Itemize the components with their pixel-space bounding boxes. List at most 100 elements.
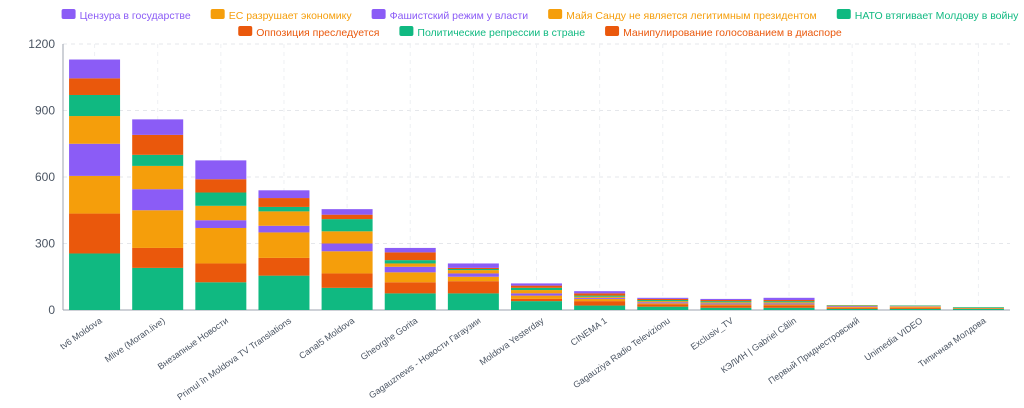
bar-segment[interactable] xyxy=(69,176,120,214)
bar-segment[interactable] xyxy=(637,298,688,299)
bar-segment[interactable] xyxy=(322,251,373,273)
bar-segment[interactable] xyxy=(953,307,1004,308)
bar-segment[interactable] xyxy=(827,306,878,307)
bar-segment[interactable] xyxy=(511,296,562,299)
bar-segment[interactable] xyxy=(132,248,183,268)
bar-segment[interactable] xyxy=(69,78,120,95)
bar-segment[interactable] xyxy=(69,95,120,116)
bar-segment[interactable] xyxy=(195,179,246,192)
bar-segment[interactable] xyxy=(132,135,183,155)
bar-segment[interactable] xyxy=(322,231,373,243)
bar-segment[interactable] xyxy=(637,304,688,306)
bar-segment[interactable] xyxy=(700,299,751,300)
bar-segment[interactable] xyxy=(258,207,309,211)
bar-segment[interactable] xyxy=(764,308,815,310)
bar-segment[interactable] xyxy=(700,304,751,305)
bar-segment[interactable] xyxy=(322,273,373,287)
bar-segment[interactable] xyxy=(258,258,309,276)
bar-segment[interactable] xyxy=(574,301,625,305)
bar-segment[interactable] xyxy=(764,298,815,300)
bar-segment[interactable] xyxy=(448,270,499,273)
legend-item[interactable]: Цензура в государстве xyxy=(62,9,191,22)
bar-segment[interactable] xyxy=(132,210,183,248)
bar-segment[interactable] xyxy=(195,282,246,310)
bar-segment[interactable] xyxy=(511,286,562,288)
bar-segment[interactable] xyxy=(637,299,688,300)
bar-segment[interactable] xyxy=(637,300,688,301)
bar-segment[interactable] xyxy=(700,300,751,301)
bar-segment[interactable] xyxy=(132,268,183,310)
legend-item[interactable]: Майя Санду не является легитимным презид… xyxy=(548,9,817,22)
bar-segment[interactable] xyxy=(953,309,1004,310)
bar-segment[interactable] xyxy=(385,267,436,273)
bar-segment[interactable] xyxy=(385,282,436,293)
bar-segment[interactable] xyxy=(258,232,309,257)
legend-item[interactable]: Фашистский режим у власти xyxy=(372,9,529,22)
bar-segment[interactable] xyxy=(700,301,751,302)
bar-segment[interactable] xyxy=(448,293,499,310)
bar-segment[interactable] xyxy=(764,303,815,304)
bar-segment[interactable] xyxy=(448,281,499,293)
bar-segment[interactable] xyxy=(322,288,373,310)
bar-segment[interactable] xyxy=(574,296,625,297)
bar-segment[interactable] xyxy=(69,253,120,310)
bar-segment[interactable] xyxy=(700,308,751,310)
bar-segment[interactable] xyxy=(69,116,120,144)
bar-segment[interactable] xyxy=(258,226,309,233)
bar-segment[interactable] xyxy=(700,302,751,303)
bar-segment[interactable] xyxy=(258,198,309,207)
bar-segment[interactable] xyxy=(195,193,246,206)
legend[interactable]: Цензура в государстве ЕС разрушает эконом… xyxy=(62,9,1020,39)
legend-item[interactable]: Политические репрессии в стране xyxy=(399,26,585,39)
bar-segment[interactable] xyxy=(764,300,815,301)
bar-segment[interactable] xyxy=(258,211,309,225)
bar-segment[interactable] xyxy=(385,263,436,266)
bar-segment[interactable] xyxy=(574,291,625,293)
bar-segment[interactable] xyxy=(700,306,751,308)
bar-segment[interactable] xyxy=(511,290,562,293)
legend-item[interactable]: Оппозиция преследуется xyxy=(238,26,379,39)
bar-segment[interactable] xyxy=(258,190,309,198)
bar-segment[interactable] xyxy=(827,307,878,308)
bar-segment[interactable] xyxy=(574,299,625,301)
bar-segment[interactable] xyxy=(890,308,941,309)
bar-segment[interactable] xyxy=(448,263,499,267)
legend-item[interactable]: ЕС разрушает экономику xyxy=(211,9,353,22)
bar-segment[interactable] xyxy=(637,301,688,302)
legend-item[interactable]: НАТО втягивает Молдову в войну xyxy=(837,9,1019,22)
bar-segment[interactable] xyxy=(637,303,688,304)
bar-segment[interactable] xyxy=(574,293,625,295)
bar-segment[interactable] xyxy=(195,263,246,282)
bar-segment[interactable] xyxy=(511,299,562,301)
bar-segment[interactable] xyxy=(69,144,120,176)
bar-segment[interactable] xyxy=(511,288,562,290)
bar-segment[interactable] xyxy=(132,119,183,135)
bar-segment[interactable] xyxy=(511,283,562,285)
bar-segment[interactable] xyxy=(827,308,878,309)
bar-segment[interactable] xyxy=(764,302,815,303)
bar-segment[interactable] xyxy=(953,308,1004,309)
bar-segment[interactable] xyxy=(132,166,183,189)
bar-segment[interactable] xyxy=(132,155,183,166)
bar-segment[interactable] xyxy=(385,248,436,252)
bar-segment[interactable] xyxy=(69,60,120,79)
bar-segment[interactable] xyxy=(511,301,562,310)
bar-segment[interactable] xyxy=(448,268,499,269)
bar-segment[interactable] xyxy=(764,306,815,308)
bar-segment[interactable] xyxy=(637,307,688,310)
bar-segment[interactable] xyxy=(511,293,562,295)
bar-segment[interactable] xyxy=(195,228,246,263)
bar-segment[interactable] xyxy=(448,269,499,270)
bar-segment[interactable] xyxy=(385,293,436,310)
bar-segment[interactable] xyxy=(195,206,246,220)
legend-item[interactable]: Манипулирование голосованием в диаспоре xyxy=(605,26,842,39)
bar-segment[interactable] xyxy=(69,214,120,254)
bar-segment[interactable] xyxy=(890,307,941,308)
bar-segment[interactable] xyxy=(195,220,246,228)
bar-segment[interactable] xyxy=(448,277,499,281)
bar-segment[interactable] xyxy=(574,298,625,299)
bar-segment[interactable] xyxy=(448,273,499,276)
bar-segment[interactable] xyxy=(258,276,309,310)
bar-segment[interactable] xyxy=(637,302,688,303)
bar-segment[interactable] xyxy=(574,297,625,298)
